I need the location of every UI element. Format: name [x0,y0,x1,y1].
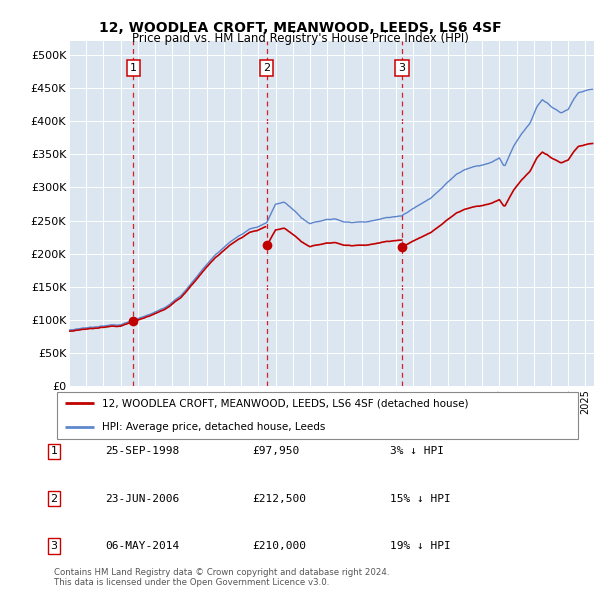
Text: Price paid vs. HM Land Registry's House Price Index (HPI): Price paid vs. HM Land Registry's House … [131,32,469,45]
Text: 06-MAY-2014: 06-MAY-2014 [105,541,179,550]
Text: 2: 2 [50,494,58,503]
Text: 23-JUN-2006: 23-JUN-2006 [105,494,179,503]
Text: £210,000: £210,000 [252,541,306,550]
Text: 3: 3 [50,541,58,550]
Text: 12, WOODLEA CROFT, MEANWOOD, LEEDS, LS6 4SF: 12, WOODLEA CROFT, MEANWOOD, LEEDS, LS6 … [98,21,502,35]
Text: 15% ↓ HPI: 15% ↓ HPI [390,494,451,503]
Text: £212,500: £212,500 [252,494,306,503]
Text: 12, WOODLEA CROFT, MEANWOOD, LEEDS, LS6 4SF (detached house): 12, WOODLEA CROFT, MEANWOOD, LEEDS, LS6 … [101,398,468,408]
Text: 3% ↓ HPI: 3% ↓ HPI [390,447,444,456]
Text: HPI: Average price, detached house, Leeds: HPI: Average price, detached house, Leed… [101,422,325,432]
Text: 3: 3 [398,63,406,73]
Text: 19% ↓ HPI: 19% ↓ HPI [390,541,451,550]
Text: 2: 2 [263,63,270,73]
FancyBboxPatch shape [56,392,578,438]
Text: 25-SEP-1998: 25-SEP-1998 [105,447,179,456]
Text: 1: 1 [50,447,58,456]
Text: Contains HM Land Registry data © Crown copyright and database right 2024.
This d: Contains HM Land Registry data © Crown c… [54,568,389,587]
Text: 1: 1 [130,63,137,73]
Text: £97,950: £97,950 [252,447,299,456]
